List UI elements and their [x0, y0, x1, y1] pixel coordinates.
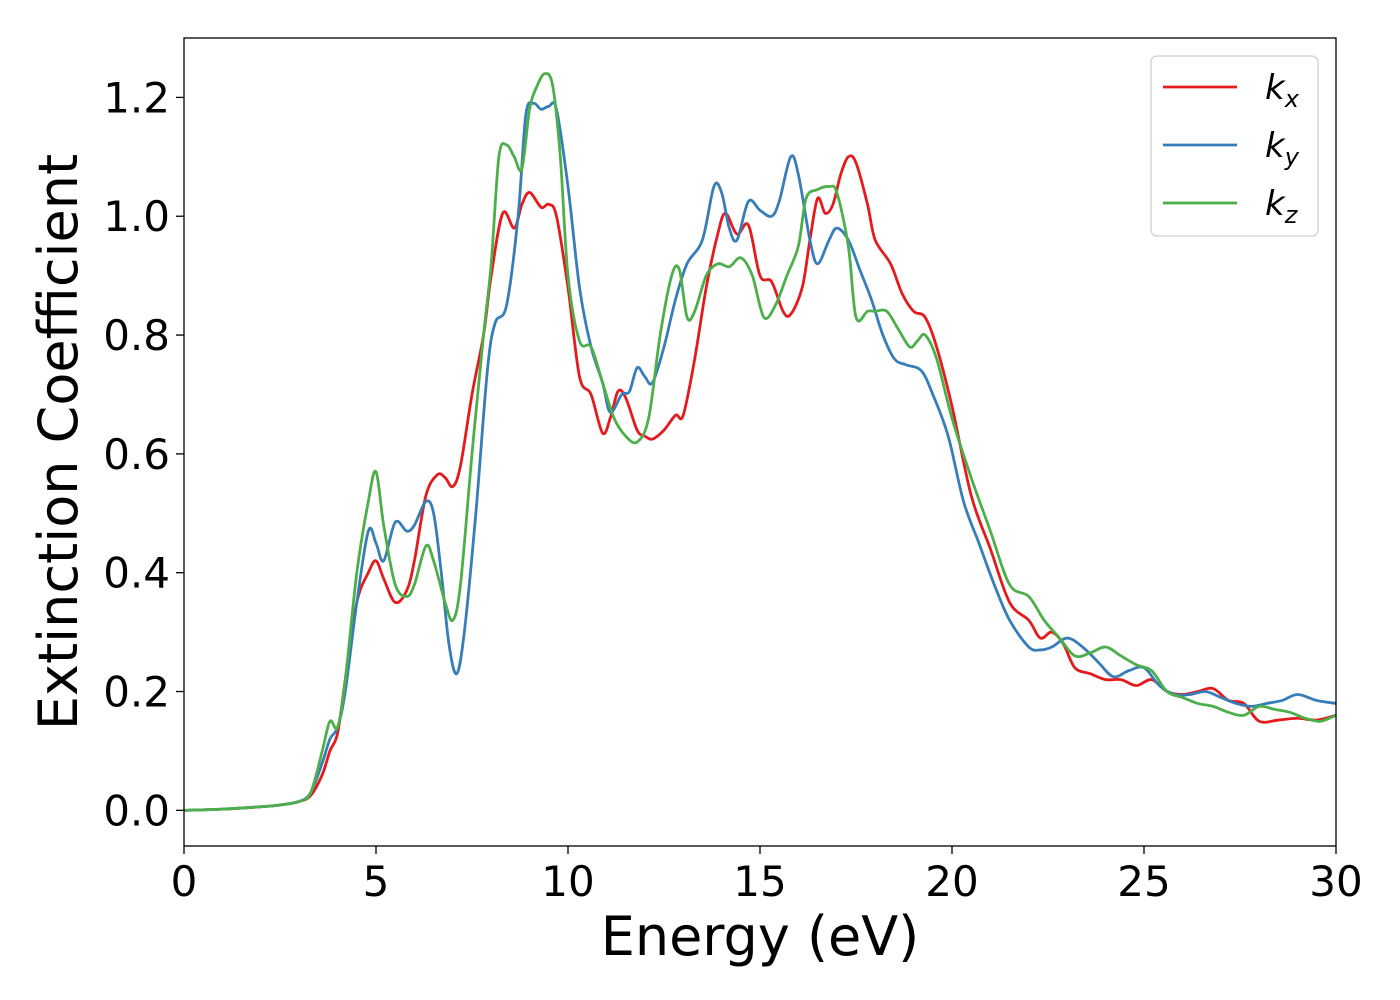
x-tick-label: 15 [733, 857, 786, 906]
y-tick-label: 0.8 [103, 311, 170, 360]
legend-label-subscript: z [1284, 201, 1299, 229]
x-tick-label: 10 [541, 857, 594, 906]
x-axis-label: Energy (eV) [601, 905, 920, 968]
legend-label-subscript: y [1284, 143, 1300, 171]
legend-label-main: k [1265, 68, 1286, 108]
x-tick-label: 25 [1117, 857, 1170, 906]
legend-label-subscript: x [1284, 85, 1300, 113]
series-line-kz [184, 72, 1336, 812]
x-tick-label: 0 [171, 857, 198, 906]
legend-label-main: k [1265, 126, 1286, 166]
y-tick-label: 0.0 [103, 786, 170, 835]
legend-label-kx: kx [1265, 68, 1300, 113]
y-axis: 0.0 0.2 0.4 0.6 0.8 1.0 1.2 [103, 73, 184, 835]
x-axis: 0 5 10 15 20 25 30 [171, 846, 1363, 906]
legend-label-kz: kz [1265, 184, 1299, 229]
y-tick-label: 0.6 [103, 430, 170, 479]
series-line-kx [184, 154, 1336, 812]
legend-label-ky: ky [1265, 126, 1300, 171]
series-layer [184, 72, 1336, 812]
series-line-ky [184, 101, 1336, 812]
y-tick-label: 1.2 [103, 73, 170, 122]
y-tick-label: 1.0 [103, 192, 170, 241]
x-tick-label: 5 [363, 857, 390, 906]
legend-label-main: k [1265, 184, 1286, 224]
x-tick-label: 30 [1309, 857, 1362, 906]
y-tick-label: 0.4 [103, 549, 170, 598]
y-tick-label: 0.2 [103, 668, 170, 717]
x-tick-label: 20 [925, 857, 978, 906]
y-axis-label: Extinction Coefficient [27, 154, 90, 730]
